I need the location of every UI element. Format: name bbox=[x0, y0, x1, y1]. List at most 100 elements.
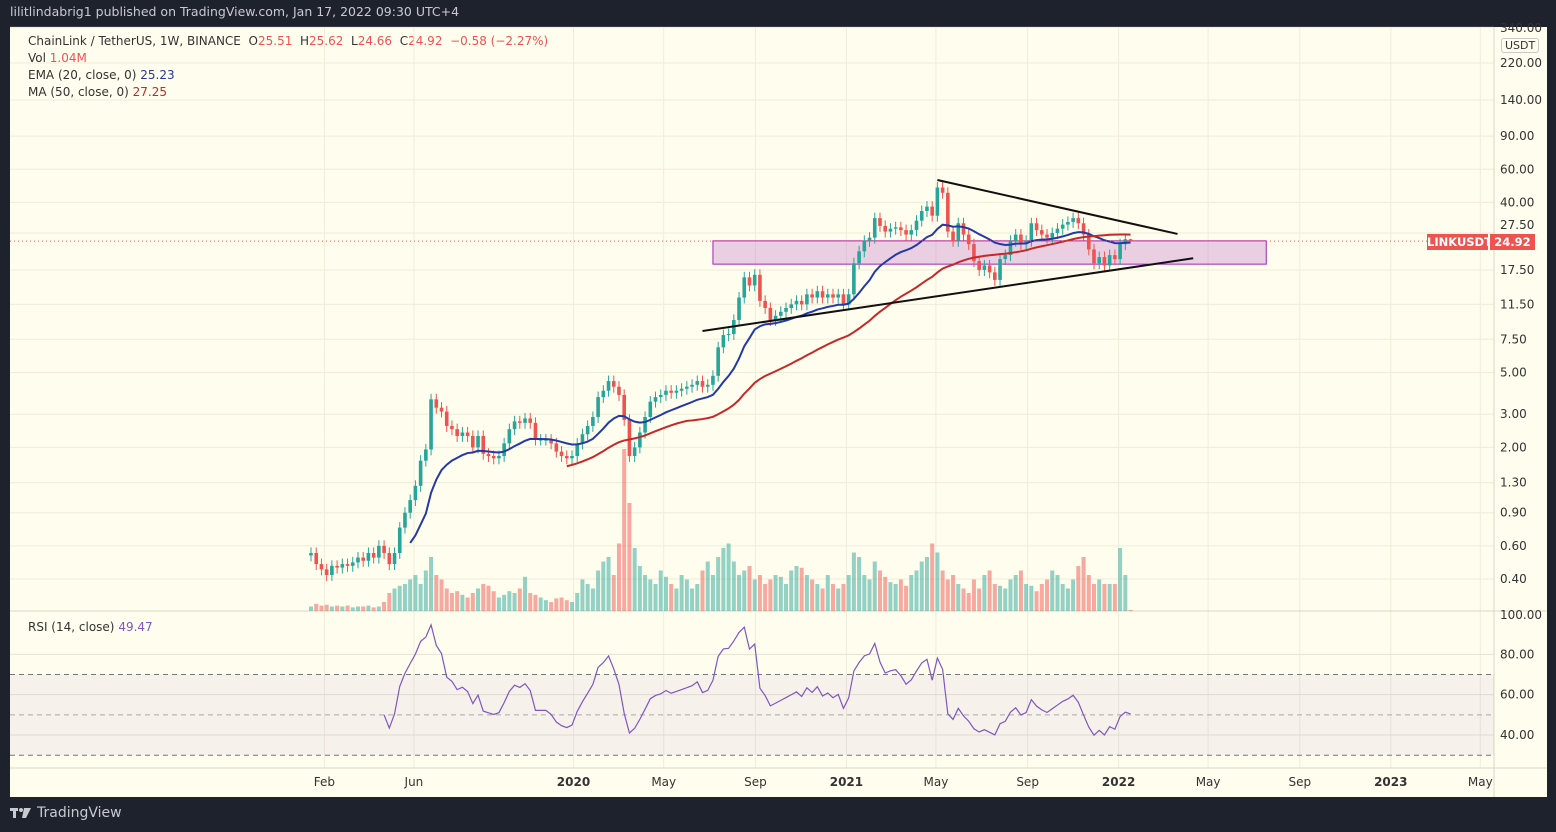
volume-bar bbox=[1086, 575, 1091, 611]
x-tick-label: Sep bbox=[1289, 775, 1312, 789]
volume-bar bbox=[695, 584, 700, 611]
chart-frame[interactable]: ChainLink / TetherUS, 1W, BINANCE O25.51… bbox=[10, 27, 1547, 797]
candle-body bbox=[752, 274, 757, 286]
candle-body bbox=[377, 545, 381, 558]
volume-bar bbox=[439, 579, 444, 611]
candle-body bbox=[940, 187, 945, 193]
candle-body bbox=[361, 557, 365, 561]
candle-body bbox=[439, 407, 444, 412]
candle-body bbox=[382, 545, 386, 553]
volume-bar bbox=[543, 600, 548, 611]
ema-legend[interactable]: EMA (20, close, 0) 25.23 bbox=[28, 68, 175, 82]
candle-body bbox=[638, 432, 642, 448]
candle-body bbox=[502, 443, 506, 457]
candle-body bbox=[622, 394, 626, 420]
volume-bar bbox=[1097, 579, 1102, 611]
candle-body bbox=[930, 206, 934, 216]
candle-body bbox=[455, 429, 459, 436]
candle-body bbox=[1029, 223, 1034, 241]
candle-body bbox=[700, 381, 705, 387]
candle-body bbox=[653, 397, 658, 402]
rsi-tick-label: 80.00 bbox=[1500, 647, 1534, 661]
volume-bar bbox=[371, 607, 376, 611]
candle-body bbox=[679, 388, 684, 391]
candle-body bbox=[397, 527, 402, 553]
volume-bar bbox=[940, 570, 945, 611]
candle-body bbox=[946, 192, 950, 232]
volume-bar bbox=[376, 606, 381, 611]
candle-body bbox=[340, 564, 345, 568]
volume-bar bbox=[731, 561, 736, 611]
candle-body bbox=[643, 417, 647, 433]
candle-body bbox=[904, 230, 908, 235]
volume-bar bbox=[309, 606, 313, 611]
volume-bar bbox=[402, 584, 407, 611]
candle-body bbox=[799, 300, 804, 305]
y-tick-label: 2.00 bbox=[1500, 440, 1527, 454]
volume-bar bbox=[643, 575, 648, 611]
candle-body bbox=[1107, 255, 1112, 266]
candle-body bbox=[909, 230, 914, 235]
volume-bar bbox=[971, 579, 976, 611]
y-tick-label: 5.00 bbox=[1500, 365, 1527, 379]
candle-body bbox=[1123, 239, 1128, 245]
currency-badge[interactable]: USDT bbox=[1501, 38, 1540, 53]
volume-bar bbox=[1003, 588, 1008, 611]
candle-body bbox=[1019, 234, 1023, 245]
volume-bar bbox=[319, 605, 324, 611]
candle-body bbox=[554, 443, 559, 452]
volume-bar bbox=[616, 543, 621, 611]
rsi-legend[interactable]: RSI (14, close) 49.47 bbox=[28, 620, 153, 634]
volume-bar bbox=[930, 543, 935, 611]
candle-body bbox=[758, 274, 762, 301]
candle-body bbox=[330, 565, 334, 576]
volume-bar bbox=[663, 576, 668, 611]
candle-body bbox=[820, 291, 825, 298]
volume-bar bbox=[413, 575, 418, 611]
candle-body bbox=[314, 552, 319, 565]
x-tick-label: May bbox=[1196, 775, 1221, 789]
volume-bar bbox=[820, 588, 825, 611]
volume-bar bbox=[564, 600, 569, 611]
candle-body bbox=[559, 451, 564, 457]
candle-body bbox=[935, 187, 940, 216]
candle-body bbox=[413, 485, 418, 501]
candle-body bbox=[1092, 249, 1096, 264]
candle-body bbox=[596, 397, 600, 418]
candle-body bbox=[1113, 255, 1117, 260]
volume-bar bbox=[846, 575, 851, 611]
volume-legend[interactable]: Vol 1.04M bbox=[28, 51, 87, 65]
candle-body bbox=[424, 449, 428, 461]
volume-bar bbox=[397, 585, 402, 611]
volume-bar bbox=[810, 579, 815, 611]
candle-body bbox=[507, 429, 512, 444]
candle-body bbox=[794, 300, 799, 305]
volume-bar bbox=[794, 566, 799, 611]
volume-bar bbox=[523, 576, 528, 611]
volume-bar bbox=[632, 548, 637, 611]
ema-line bbox=[409, 223, 1131, 544]
ma-line bbox=[566, 233, 1131, 468]
volume-bar bbox=[449, 593, 454, 611]
candle-body bbox=[309, 552, 313, 556]
candle-body bbox=[476, 435, 480, 448]
lower-trendline bbox=[702, 257, 1194, 333]
volume-bar bbox=[763, 584, 768, 611]
volume-bar bbox=[392, 588, 397, 611]
rsi-tick-label: 60.00 bbox=[1500, 688, 1534, 702]
rsi-tick-label: 100.00 bbox=[1500, 608, 1542, 622]
brand-name: TradingView bbox=[37, 805, 122, 821]
ma-legend[interactable]: MA (50, close, 0) 27.25 bbox=[28, 85, 167, 99]
candle-body bbox=[460, 432, 465, 436]
volume-bar bbox=[653, 584, 658, 611]
candle-body bbox=[658, 394, 663, 398]
volume-bar bbox=[382, 602, 387, 611]
volume-bar bbox=[329, 606, 334, 611]
low-value: 24.66 bbox=[357, 34, 393, 48]
volume-bar bbox=[486, 585, 491, 611]
candle-body bbox=[1003, 255, 1008, 260]
candle-body bbox=[669, 390, 673, 393]
volume-bar bbox=[893, 584, 898, 611]
tradingview-footer[interactable]: TradingView bbox=[10, 805, 122, 821]
